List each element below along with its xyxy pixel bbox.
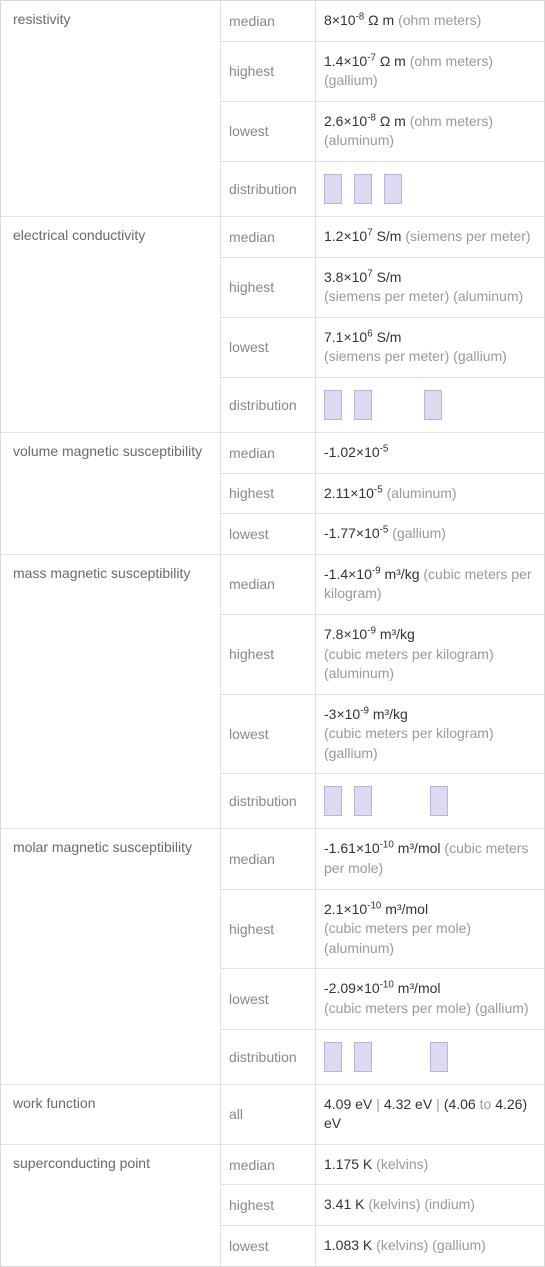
- stat-label: median: [221, 1, 316, 41]
- stat-label: median: [221, 217, 316, 257]
- stat-label: lowest: [221, 514, 316, 554]
- property-label: work function: [1, 1085, 221, 1144]
- stat-label: highest: [221, 890, 316, 969]
- property-label: resistivity: [1, 1, 221, 216]
- distribution-bar: [324, 390, 342, 420]
- property-row-work-function: work function all 4.09 eV|4.32 eV|(4.06 …: [1, 1085, 544, 1145]
- distribution-bar: [430, 786, 448, 816]
- stat-row: highest 2.1×10-10 m³/mol(cubic meters pe…: [221, 890, 544, 970]
- stat-label: highest: [221, 258, 316, 317]
- stat-label: distribution: [221, 774, 316, 828]
- stat-value: 1.083 K (kelvins) (gallium): [316, 1226, 544, 1266]
- distribution-bar: [424, 390, 442, 420]
- stat-label: highest: [221, 615, 316, 694]
- distribution-bar: [354, 1042, 372, 1072]
- stat-label: lowest: [221, 969, 316, 1028]
- property-row-volume-magnetic-susceptibility: volume magnetic susceptibility median -1…: [1, 433, 544, 555]
- stat-row: highest 3.8×107 S/m(siemens per meter) (…: [221, 258, 544, 318]
- stat-label: lowest: [221, 318, 316, 377]
- stat-value: 8×10-8 Ω m (ohm meters): [316, 1, 544, 41]
- distribution-chart: [316, 1030, 544, 1084]
- distribution-chart: [316, 378, 544, 432]
- property-label: mass magnetic susceptibility: [1, 555, 221, 829]
- stat-value: 4.09 eV|4.32 eV|(4.06 to 4.26) eV: [316, 1085, 544, 1144]
- stat-row: median 1.175 K (kelvins): [221, 1145, 544, 1186]
- stat-row: lowest -3×10-9 m³/kg(cubic meters per ki…: [221, 695, 544, 775]
- stat-label: lowest: [221, 1226, 316, 1266]
- stat-label: distribution: [221, 1030, 316, 1084]
- distribution-bar: [324, 786, 342, 816]
- stat-label: median: [221, 433, 316, 473]
- stat-row: lowest 7.1×106 S/m(siemens per meter) (g…: [221, 318, 544, 378]
- stat-row: highest 3.41 K (kelvins) (indium): [221, 1185, 544, 1226]
- stat-row: distribution: [221, 1030, 544, 1084]
- property-label: electrical conductivity: [1, 217, 221, 432]
- stat-value: -1.4×10-9 m³/kg (cubic meters per kilogr…: [316, 555, 544, 614]
- stat-value: 1.2×107 S/m (siemens per meter): [316, 217, 544, 257]
- stat-label: distribution: [221, 162, 316, 216]
- stat-value: -2.09×10-10 m³/mol(cubic meters per mole…: [316, 969, 544, 1028]
- stat-row: median -1.02×10-5: [221, 433, 544, 474]
- stat-value: -1.77×10-5 (gallium): [316, 514, 544, 554]
- distribution-bar: [324, 1042, 342, 1072]
- stat-value: 2.6×10-8 Ω m (ohm meters) (aluminum): [316, 102, 544, 161]
- stat-value: 2.11×10-5 (aluminum): [316, 474, 544, 514]
- stat-label: median: [221, 1145, 316, 1185]
- stat-value: 3.8×107 S/m(siemens per meter) (aluminum…: [316, 258, 544, 317]
- stat-row: highest 1.4×10-7 Ω m (ohm meters) (galli…: [221, 42, 544, 102]
- stat-row: all 4.09 eV|4.32 eV|(4.06 to 4.26) eV: [221, 1085, 544, 1144]
- stat-value: 2.1×10-10 m³/mol(cubic meters per mole) …: [316, 890, 544, 969]
- properties-table: resistivity median 8×10-8 Ω m (ohm meter…: [0, 0, 545, 1267]
- distribution-chart: [316, 162, 544, 216]
- stat-value: 7.8×10-9 m³/kg(cubic meters per kilogram…: [316, 615, 544, 694]
- stat-row: distribution: [221, 162, 544, 216]
- distribution-bar: [354, 174, 372, 204]
- stat-label: lowest: [221, 695, 316, 774]
- stat-value: 7.1×106 S/m(siemens per meter) (gallium): [316, 318, 544, 377]
- stat-row: lowest -1.77×10-5 (gallium): [221, 514, 544, 554]
- property-label: superconducting point: [1, 1145, 221, 1266]
- stat-row: highest 7.8×10-9 m³/kg(cubic meters per …: [221, 615, 544, 695]
- stat-label: all: [221, 1085, 316, 1144]
- stat-row: distribution: [221, 774, 544, 828]
- distribution-chart: [316, 774, 544, 828]
- property-row-superconducting-point: superconducting point median 1.175 K (ke…: [1, 1145, 544, 1266]
- stat-value: -1.61×10-10 m³/mol (cubic meters per mol…: [316, 829, 544, 888]
- stat-label: median: [221, 829, 316, 888]
- stat-value: 3.41 K (kelvins) (indium): [316, 1185, 544, 1225]
- stat-label: highest: [221, 42, 316, 101]
- distribution-bar: [324, 174, 342, 204]
- property-row-molar-magnetic-susceptibility: molar magnetic susceptibility median -1.…: [1, 829, 544, 1084]
- stat-value: -3×10-9 m³/kg(cubic meters per kilogram)…: [316, 695, 544, 774]
- stat-row: median 8×10-8 Ω m (ohm meters): [221, 1, 544, 42]
- property-label: volume magnetic susceptibility: [1, 433, 221, 554]
- stat-label: highest: [221, 1185, 316, 1225]
- property-row-resistivity: resistivity median 8×10-8 Ω m (ohm meter…: [1, 1, 544, 217]
- stat-label: highest: [221, 474, 316, 514]
- distribution-bar: [430, 1042, 448, 1072]
- stat-row: lowest 1.083 K (kelvins) (gallium): [221, 1226, 544, 1266]
- stat-label: median: [221, 555, 316, 614]
- stat-row: highest 2.11×10-5 (aluminum): [221, 474, 544, 515]
- stat-value: -1.02×10-5: [316, 433, 544, 473]
- stat-value: 1.175 K (kelvins): [316, 1145, 544, 1185]
- stat-row: median -1.4×10-9 m³/kg (cubic meters per…: [221, 555, 544, 615]
- stat-label: lowest: [221, 102, 316, 161]
- distribution-bar: [354, 390, 372, 420]
- stat-row: median -1.61×10-10 m³/mol (cubic meters …: [221, 829, 544, 889]
- stat-row: lowest 2.6×10-8 Ω m (ohm meters) (alumin…: [221, 102, 544, 162]
- stat-row: lowest -2.09×10-10 m³/mol(cubic meters p…: [221, 969, 544, 1029]
- stat-row: median 1.2×107 S/m (siemens per meter): [221, 217, 544, 258]
- distribution-bar: [384, 174, 402, 204]
- property-label: molar magnetic susceptibility: [1, 829, 221, 1083]
- property-row-mass-magnetic-susceptibility: mass magnetic susceptibility median -1.4…: [1, 555, 544, 830]
- stat-value: 1.4×10-7 Ω m (ohm meters) (gallium): [316, 42, 544, 101]
- distribution-bar: [354, 786, 372, 816]
- stat-row: distribution: [221, 378, 544, 432]
- stat-label: distribution: [221, 378, 316, 432]
- property-row-electrical-conductivity: electrical conductivity median 1.2×107 S…: [1, 217, 544, 433]
